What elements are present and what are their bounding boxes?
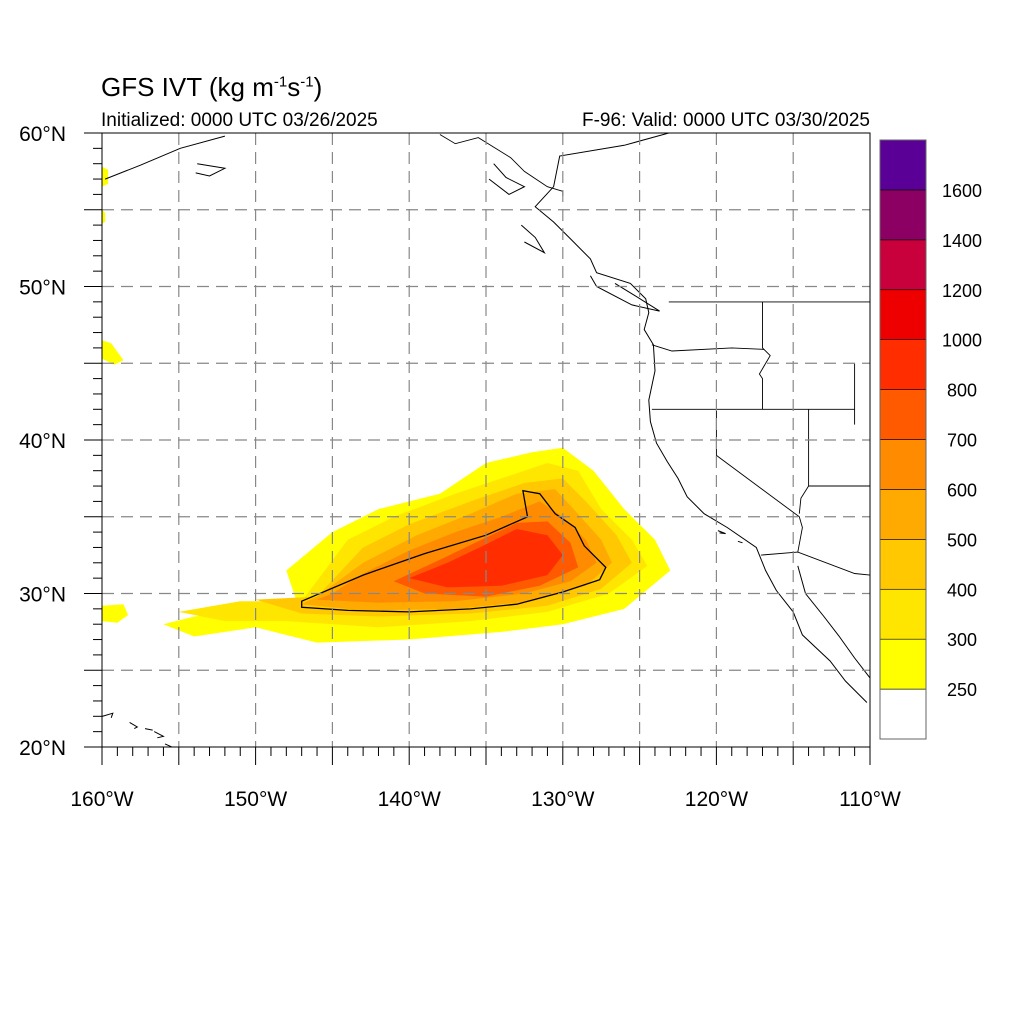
lat-tick-label: 30°N <box>19 584 66 607</box>
lon-tick-label: 120°W <box>685 788 748 811</box>
axis-ticks <box>84 132 871 765</box>
colorbar-box <box>879 638 927 690</box>
lon-tick-label: 140°W <box>378 788 441 811</box>
colorbar-box <box>879 588 927 640</box>
map-title: GFS IVT (kg m-1s-1) <box>101 72 322 103</box>
title-end: ) <box>313 72 323 102</box>
colorbar-label: 500 <box>947 530 977 550</box>
colorbar-box <box>879 239 927 291</box>
border-segment <box>760 551 870 576</box>
coastline-segment <box>195 163 227 177</box>
graticule <box>102 133 870 747</box>
ivt-area-250 <box>102 340 124 365</box>
colorbar-label: 300 <box>947 630 977 650</box>
lon-tick-label: 110°W <box>839 788 901 811</box>
coastline-segment <box>534 133 868 703</box>
border-segment <box>651 344 765 352</box>
colorbar-label: 800 <box>947 381 977 401</box>
ivt-area-250 <box>102 604 129 623</box>
lat-tick-label: 50°N <box>19 277 66 300</box>
colorbar-label: 1400 <box>942 231 982 251</box>
colorbar-label: 400 <box>947 580 977 600</box>
colorbar-frame <box>879 139 927 740</box>
lat-tick-label: 40°N <box>19 430 66 453</box>
colorbar: 250 300 400 500 600 700 800 1000 1200 1400 1600 <box>879 139 982 740</box>
colorbar-box <box>879 539 927 590</box>
title-exp-2: -1 <box>300 73 314 91</box>
colorbar-box <box>879 139 927 191</box>
coastline-segment <box>488 163 526 195</box>
hawaii-island <box>102 712 114 718</box>
colorbar-label: 600 <box>947 480 977 500</box>
colorbar-label: 250 <box>947 680 977 700</box>
axis-labels: 160°W 150°W 140°W 130°W 120°W 110°W 60°N 50°N 40… <box>19 123 901 811</box>
colorbar-box <box>879 289 927 340</box>
coastline-segment <box>520 224 546 254</box>
colorbar-box <box>879 189 927 241</box>
colorbar-box <box>879 439 927 490</box>
hawaii-island <box>129 721 139 730</box>
colorbar-label: 1000 <box>942 331 982 351</box>
valid-time-label: F-96: Valid: 0000 UTC 03/30/2025 <box>582 110 870 131</box>
colorbar-label: 1200 <box>942 281 982 301</box>
ivt-area-250 <box>102 209 106 224</box>
coastline-segment <box>104 135 226 180</box>
border-segment <box>758 301 771 410</box>
title-text: GFS IVT (kg m <box>101 72 274 102</box>
border-segment <box>798 409 810 514</box>
lon-tick-label: 160°W <box>70 788 133 811</box>
lon-tick-label: 150°W <box>224 788 287 811</box>
coastline-segment <box>737 540 743 544</box>
coastline-segment <box>589 275 660 312</box>
coastline-segment <box>797 565 870 679</box>
colorbar-box <box>879 688 927 740</box>
border-segment <box>439 134 564 196</box>
ivt-area-250 <box>102 166 109 187</box>
title-mid: s <box>287 72 301 102</box>
lat-tick-label: 60°N <box>19 123 66 146</box>
hawaii-island <box>153 731 165 739</box>
colorbar-label: 700 <box>947 431 977 451</box>
lon-tick-label: 130°W <box>531 788 594 811</box>
coastline-segment <box>717 530 726 535</box>
colorbar-label: 1600 <box>942 181 982 201</box>
colorbar-box <box>879 339 927 390</box>
colorbar-box <box>879 389 927 440</box>
title-exp-1: -1 <box>273 73 288 91</box>
colorbar-box <box>879 489 927 540</box>
coastlines <box>102 133 870 747</box>
initialized-label: Initialized: 0000 UTC 03/26/2025 <box>101 110 378 131</box>
hawaii-island <box>144 728 153 731</box>
lat-tick-label: 20°N <box>19 737 66 760</box>
